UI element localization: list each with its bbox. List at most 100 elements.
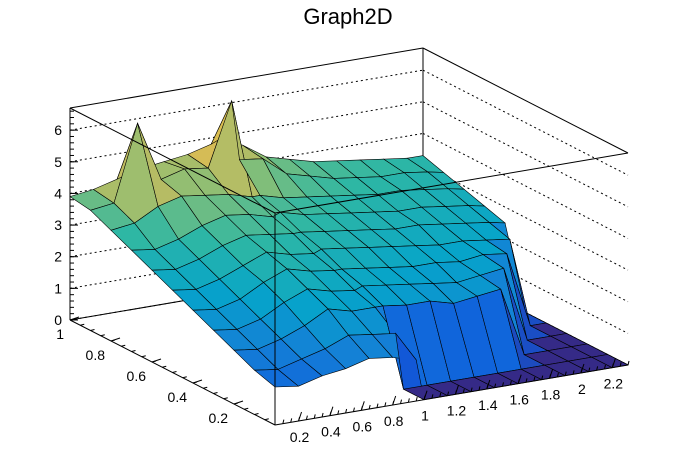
x-minor-tick xyxy=(321,412,324,418)
x-tick-label: 1 xyxy=(421,408,429,424)
x-minor-tick xyxy=(431,394,434,399)
grid-line xyxy=(422,132,629,239)
x-minor-tick xyxy=(596,366,599,371)
y-tick-label: 1 xyxy=(56,326,64,342)
grid-line xyxy=(422,69,629,176)
x-minor-tick xyxy=(345,408,348,414)
x-tick-label: 0.8 xyxy=(384,413,404,429)
grid-line xyxy=(422,227,629,334)
z-tick-label: 4 xyxy=(54,185,62,201)
x-minor-tick xyxy=(454,390,457,395)
grid-line xyxy=(422,101,629,208)
z-tick-label: 1 xyxy=(54,280,62,296)
y-minor-tick xyxy=(141,355,146,358)
chart-title: Graph2D xyxy=(303,4,393,29)
x-minor-tick xyxy=(549,374,552,379)
y-minor-tick xyxy=(264,418,269,421)
x-minor-tick xyxy=(384,402,387,407)
y-tick-label: 0.2 xyxy=(209,410,229,426)
x-tick-label: 0.4 xyxy=(321,424,341,440)
x-minor-tick xyxy=(415,396,418,402)
x-minor-tick xyxy=(376,403,379,408)
x-minor-tick xyxy=(533,376,536,382)
z-tick-label: 6 xyxy=(54,122,62,138)
z-tick-label: 2 xyxy=(54,249,62,265)
x-axis-line xyxy=(274,364,629,426)
x-minor-tick xyxy=(603,364,606,370)
x-minor-tick xyxy=(580,368,583,374)
x-tick-label: 2 xyxy=(578,381,586,397)
y-minor-tick xyxy=(131,350,136,352)
box-edge xyxy=(274,152,629,214)
y-minor-tick xyxy=(172,371,177,373)
x-tick-label: 2.2 xyxy=(604,376,624,392)
x-minor-tick xyxy=(423,395,426,400)
x-minor-tick xyxy=(564,371,567,376)
x-tick-label: 1.4 xyxy=(478,397,498,413)
grid-line xyxy=(422,196,629,303)
axis-box-front xyxy=(69,107,629,426)
x-minor-tick xyxy=(478,386,481,391)
x-minor-tick xyxy=(392,400,395,406)
y-minor-tick xyxy=(80,323,85,326)
x-minor-tick xyxy=(486,384,489,390)
y-minor-tick xyxy=(233,402,239,405)
x-minor-tick xyxy=(509,380,512,386)
x-minor-tick xyxy=(447,391,450,396)
x-minor-tick xyxy=(282,419,285,424)
axis-box-back xyxy=(69,47,629,366)
x-minor-tick xyxy=(407,398,410,403)
x-minor-tick xyxy=(462,388,465,394)
x-tick-label: 0.6 xyxy=(353,418,373,434)
x-minor-tick xyxy=(517,379,520,384)
x-minor-tick xyxy=(494,383,497,388)
x-tick-label: 1.2 xyxy=(447,402,467,418)
y-minor-tick xyxy=(162,365,167,368)
x-minor-tick xyxy=(298,416,301,422)
y-tick xyxy=(69,316,80,321)
x-minor-tick xyxy=(400,399,402,404)
x-minor-tick xyxy=(352,407,355,412)
y-minor-tick xyxy=(244,407,249,410)
x-minor-tick xyxy=(556,372,559,378)
x-minor-tick xyxy=(313,414,316,419)
y-tick-label: 0.4 xyxy=(168,389,188,405)
grid-line xyxy=(422,164,629,271)
x-minor-tick xyxy=(337,410,340,415)
y-minor-tick xyxy=(151,360,157,363)
box-edge xyxy=(422,47,629,154)
y-tick-label: 0.8 xyxy=(86,347,106,363)
y-minor-tick xyxy=(182,376,187,379)
x-minor-tick xyxy=(470,387,473,392)
x-minor-tick xyxy=(502,382,504,387)
y-minor-tick xyxy=(100,334,105,337)
box-edge xyxy=(69,47,424,109)
grid-line xyxy=(69,69,424,131)
x-minor-tick xyxy=(439,392,442,398)
x-tick-label: 0.2 xyxy=(290,429,310,445)
y-minor-tick xyxy=(203,386,208,389)
z-tick-label: 0 xyxy=(54,312,62,328)
x-minor-tick xyxy=(290,418,293,423)
x-minor-tick xyxy=(588,367,591,372)
y-tick-label: 0.6 xyxy=(127,368,147,384)
x-minor-tick xyxy=(627,360,630,366)
x-tick-label: 1.6 xyxy=(509,392,529,408)
y-minor-tick xyxy=(254,413,259,415)
y-minor-tick xyxy=(223,397,228,400)
y-minor-tick xyxy=(192,381,198,384)
y-minor-tick xyxy=(121,344,126,347)
z-tick-label: 5 xyxy=(54,154,62,170)
x-minor-tick xyxy=(572,370,575,375)
y-minor-tick xyxy=(110,339,116,342)
box-edge xyxy=(69,107,276,214)
x-minor-tick xyxy=(611,363,614,368)
x-minor-tick xyxy=(525,378,528,383)
y-minor-tick xyxy=(90,329,95,331)
x-minor-tick xyxy=(305,415,308,420)
x-minor-tick xyxy=(360,406,363,411)
x-minor-tick xyxy=(541,375,544,380)
